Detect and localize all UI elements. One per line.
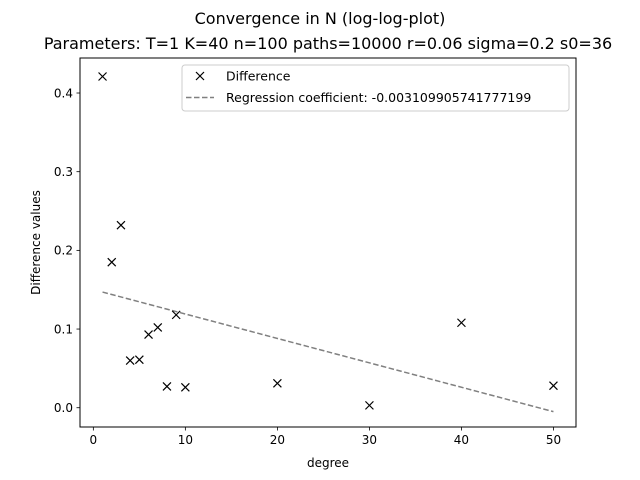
legend-label-difference: Difference [226, 69, 291, 84]
y-tick-label: 0.0 [54, 401, 73, 415]
y-axis-ticks: 0.0 0.1 0.2 0.3 0.4 [54, 86, 80, 415]
x-tick-label: 30 [362, 433, 377, 447]
x-axis-label: degree [307, 456, 349, 470]
data-point-x-marker [125, 356, 135, 365]
data-point-x-marker [549, 381, 558, 391]
y-tick-label: 0.1 [54, 322, 73, 336]
data-point-x-marker [171, 310, 181, 320]
data-point-x-marker [107, 257, 117, 267]
series-layer [98, 72, 558, 413]
legend-box [181, 64, 570, 112]
data-point-x-marker [116, 220, 126, 230]
x-axis-ticks: 0 10 20 30 40 50 [90, 427, 561, 447]
data-point-x-marker [144, 330, 153, 339]
axes-frame [79, 57, 577, 428]
x-tick-label: 10 [178, 433, 193, 447]
regression-line [102, 291, 554, 413]
x-tick-label: 20 [270, 433, 285, 447]
legend: Difference Regression coefficient: -0.00… [181, 64, 570, 112]
legend-label-regression: Regression coefficient: -0.0031099057417… [226, 90, 531, 105]
data-point-x-marker [153, 323, 163, 332]
data-point-x-marker [364, 400, 374, 410]
y-tick-label: 0.2 [54, 244, 73, 258]
chart-subtitle: Parameters: T=1 K=40 n=100 paths=10000 r… [44, 34, 612, 53]
data-point-x-marker [457, 318, 466, 328]
data-point-x-marker [162, 382, 172, 391]
data-point-x-marker [180, 382, 190, 392]
plot-area: 0 10 20 30 40 50 0.0 0.1 0.2 0.3 0.4 [54, 57, 577, 447]
data-point-x-marker [134, 355, 144, 365]
chart-title: Convergence in N (log-log-plot) [195, 9, 446, 28]
y-axis-label: Difference values [29, 190, 43, 295]
y-tick-label: 0.3 [54, 165, 73, 179]
legend-marker-x-icon [195, 71, 205, 81]
x-tick-label: 0 [90, 433, 98, 447]
x-tick-label: 50 [546, 433, 561, 447]
data-point-x-marker [272, 378, 282, 388]
x-tick-label: 40 [454, 433, 469, 447]
y-tick-label: 0.4 [54, 86, 73, 100]
data-point-x-marker [98, 72, 107, 81]
